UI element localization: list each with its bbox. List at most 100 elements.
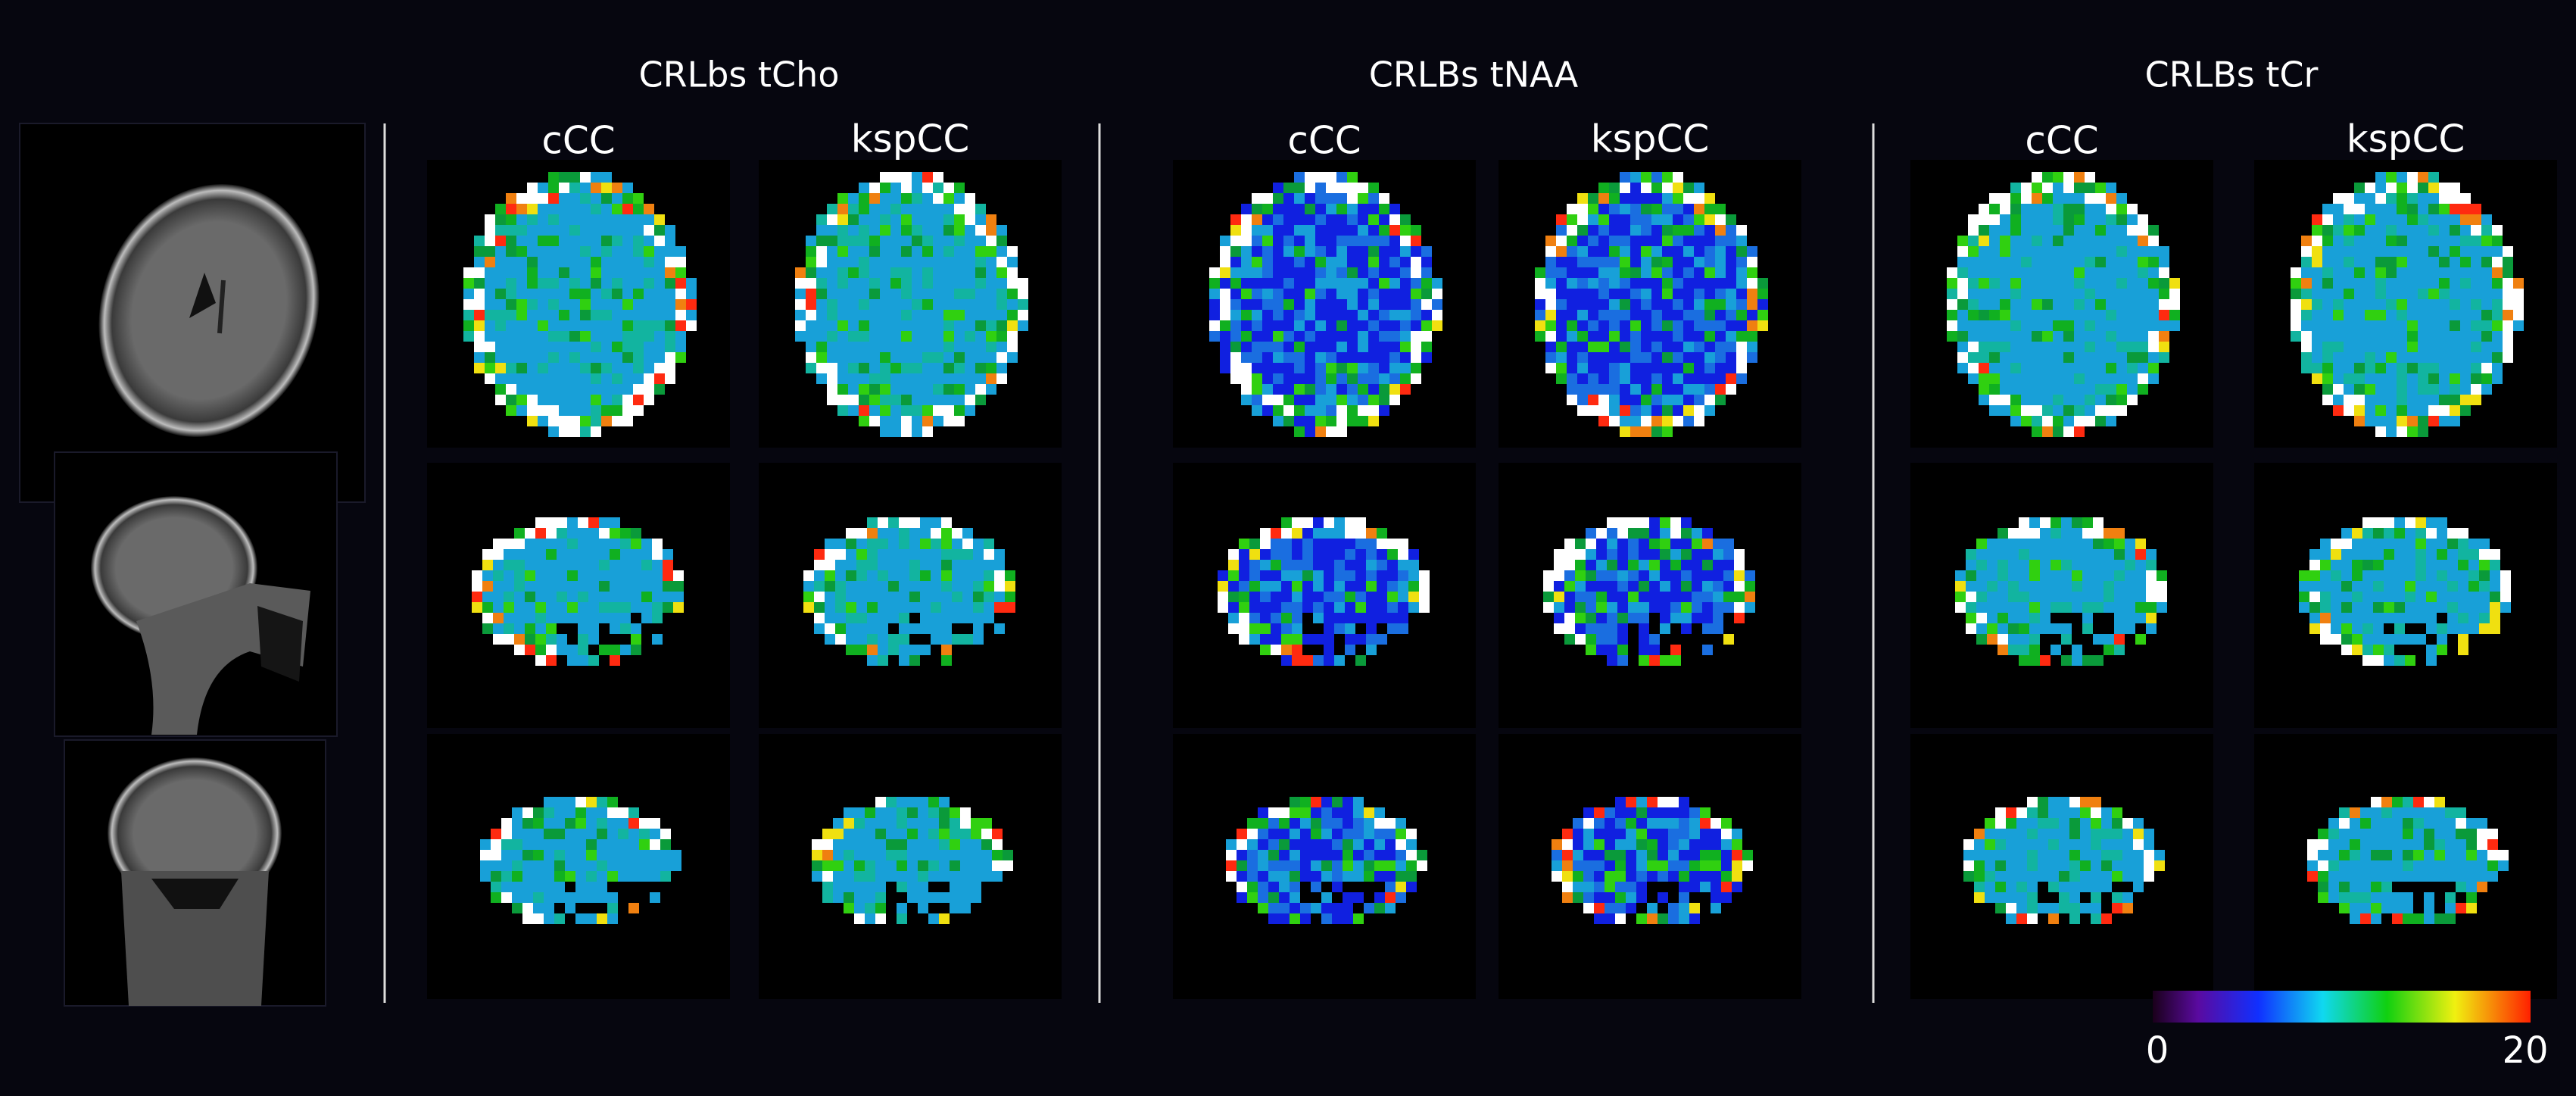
map-voxel — [2157, 602, 2167, 613]
map-voxel — [597, 818, 607, 829]
map-voxel — [527, 395, 538, 405]
map-voxel — [875, 797, 886, 807]
map-voxel — [2460, 225, 2471, 236]
map-voxel — [2048, 913, 2059, 924]
map-voxel — [1389, 236, 1400, 246]
map-voxel — [2344, 395, 2354, 405]
map-voxel — [2413, 797, 2424, 807]
map-voxel — [816, 214, 827, 225]
map-voxel — [559, 183, 569, 193]
map-voxel — [859, 257, 869, 267]
map-voxel — [846, 581, 856, 592]
map-voxel — [912, 363, 922, 373]
map-voxel — [2291, 331, 2301, 342]
map-voxel — [1366, 528, 1377, 539]
map-voxel — [2146, 560, 2157, 570]
map-voxel — [1683, 267, 1694, 278]
map-voxel — [2394, 581, 2405, 592]
map-voxel — [2375, 405, 2386, 416]
map-voxel — [2331, 623, 2341, 634]
map-voxel — [962, 560, 973, 570]
map-voxel — [1366, 570, 1377, 581]
map-voxel — [1283, 246, 1294, 257]
map-voxel — [2439, 331, 2450, 342]
map-voxel — [2072, 570, 2082, 581]
map-voxel — [897, 807, 907, 818]
map-voxel — [1711, 839, 1721, 850]
map-voxel — [580, 331, 591, 342]
map-voxel — [865, 882, 875, 892]
map-voxel — [2407, 214, 2418, 225]
map-voxel — [996, 257, 1007, 267]
map-voxel — [888, 517, 899, 528]
map-voxel — [909, 655, 920, 666]
map-voxel — [1279, 913, 1290, 924]
map-voxel — [1358, 373, 1368, 384]
map-voxel — [1636, 871, 1647, 882]
map-voxel — [2413, 850, 2424, 860]
map-voxel — [922, 257, 933, 267]
map-voxel — [1567, 342, 1577, 352]
map-voxel — [1262, 331, 1273, 342]
map-voxel — [2106, 416, 2116, 426]
map-voxel — [2460, 204, 2471, 214]
map-voxel — [1355, 570, 1366, 581]
map-voxel — [2042, 373, 2053, 384]
map-voxel — [1577, 278, 1588, 289]
map-voxel — [1311, 903, 1321, 913]
map-voxel — [1673, 373, 1683, 384]
map-voxel — [2104, 560, 2114, 570]
map-voxel — [2038, 807, 2048, 818]
map-voxel — [2458, 570, 2468, 581]
map-voxel — [854, 818, 865, 829]
map-voxel — [1615, 892, 1626, 903]
map-voxel — [1220, 331, 1230, 342]
map-voxel — [1605, 903, 1615, 913]
map-voxel — [1626, 839, 1636, 850]
map-voxel — [522, 839, 533, 850]
map-voxel — [899, 581, 909, 592]
map-voxel — [954, 278, 965, 289]
map-voxel — [1626, 871, 1636, 882]
map-voxel — [2407, 320, 2418, 331]
map-voxel — [1985, 829, 1995, 839]
map-voxel — [559, 320, 569, 331]
map-voxel — [1305, 373, 1315, 384]
map-voxel — [675, 320, 686, 331]
map-voxel — [1955, 570, 1966, 581]
map-voxel — [1300, 839, 1311, 850]
map-voxel — [835, 549, 846, 560]
map-voxel — [1673, 172, 1683, 183]
metabolite-map — [2254, 160, 2557, 448]
map-voxel — [559, 289, 569, 299]
map-voxel — [2397, 257, 2407, 267]
map-voxel — [2460, 352, 2471, 363]
map-voxel — [837, 267, 848, 278]
map-voxel — [495, 246, 506, 257]
map-voxel — [2350, 860, 2360, 871]
map-voxel — [1237, 871, 1247, 882]
map-voxel — [875, 892, 886, 903]
map-voxel — [1411, 342, 1421, 352]
map-voxel — [960, 818, 971, 829]
map-voxel — [2006, 850, 2016, 860]
map-voxel — [2312, 236, 2322, 246]
map-voxel — [1747, 289, 1757, 299]
map-voxel — [506, 214, 516, 225]
map-voxel — [2439, 384, 2450, 395]
map-voxel — [943, 257, 954, 267]
map-voxel — [1567, 373, 1577, 384]
map-voxel — [1607, 655, 1617, 666]
map-voxel — [890, 172, 901, 183]
map-voxel — [1230, 289, 1241, 299]
map-voxel — [1736, 246, 1747, 257]
map-voxel — [1662, 214, 1673, 225]
map-voxel — [943, 373, 954, 384]
map-voxel — [1628, 592, 1639, 602]
map-voxel — [2492, 310, 2503, 320]
map-voxel — [1347, 363, 1358, 373]
map-voxel — [2312, 267, 2322, 278]
map-voxel — [952, 570, 962, 581]
map-voxel — [1228, 623, 1239, 634]
map-voxel — [2021, 278, 2032, 289]
